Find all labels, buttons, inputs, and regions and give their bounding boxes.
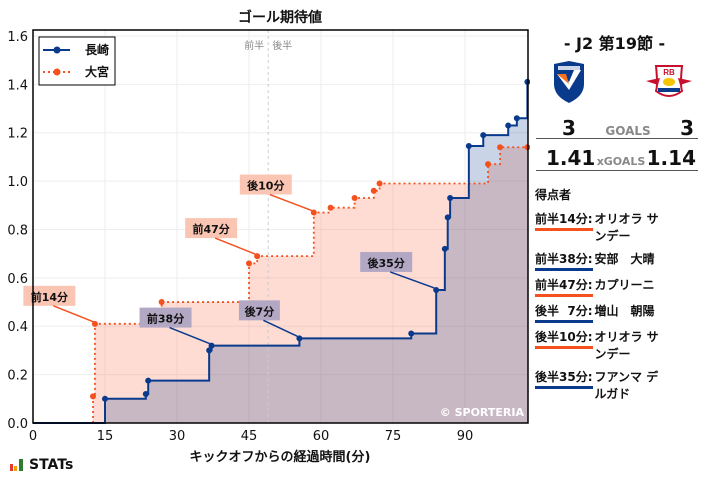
scorer-item: 前半38分: 安部 大晴 <box>535 251 665 271</box>
scorers-list: 得点者 前半14分: オリオラ サンデー 前半38分: 安部 大晴 前半47分: カプリー… <box>535 186 665 409</box>
svg-text:75: 75 <box>385 429 402 444</box>
goal-time: 前半47分: <box>535 277 593 297</box>
svg-text:1.4: 1.4 <box>7 78 28 93</box>
svg-text:0: 0 <box>29 429 37 444</box>
goal-time: 後半 7分: <box>535 303 593 323</box>
svg-text:前半: 前半 <box>244 39 264 52</box>
goal-time: 後半35分: <box>535 369 593 389</box>
goal-annotation: 前14分 <box>31 290 68 304</box>
round-title: - J2 第19節 - <box>563 34 666 53</box>
away-xg: 1.14 <box>646 146 696 170</box>
away-goals: 3 <box>680 116 694 140</box>
svg-text:0.6: 0.6 <box>7 272 28 287</box>
scorer-name: カプリーニ <box>594 278 655 292</box>
scorer-item: 前半14分: オリオラ サンデー <box>535 211 665 245</box>
goal-time: 前半38分: <box>535 251 593 271</box>
goal-annotation: 前47分 <box>193 222 230 236</box>
svg-text:30: 30 <box>169 429 186 444</box>
svg-text:60: 60 <box>313 429 330 444</box>
svg-text:後半: 後半 <box>272 39 292 52</box>
svg-text:0.4: 0.4 <box>7 320 28 335</box>
scorer-name: 安部 大晴 <box>594 252 655 266</box>
goal-annotation: 後7分 <box>245 304 275 318</box>
xgoals-label: xGOALS <box>596 155 646 168</box>
svg-text:0.8: 0.8 <box>7 223 28 238</box>
goals-row: 3 GOALS 3 <box>536 116 698 140</box>
scorer-name: 増山 朝陽 <box>594 304 655 318</box>
goal-annotation: 後35分 <box>368 256 405 270</box>
svg-text:0.2: 0.2 <box>7 369 28 384</box>
svg-text:15: 15 <box>97 429 114 444</box>
svg-text:1.0: 1.0 <box>7 175 28 190</box>
goal-time: 後半10分: <box>535 329 593 349</box>
x-axis-label: キックオフからの経過時間(分) <box>190 449 371 465</box>
svg-text:大宮: 大宮 <box>85 64 109 79</box>
home-goals: 3 <box>562 116 576 140</box>
svg-text:長崎: 長崎 <box>85 42 109 57</box>
svg-text:1.6: 1.6 <box>7 30 28 45</box>
svg-text:RB: RB <box>663 68 675 77</box>
chart-title: ゴール期待値 <box>238 9 322 26</box>
goal-time: 前半14分: <box>535 211 593 231</box>
goal-annotation: 前38分 <box>147 312 184 326</box>
goal-annotation: 後10分 <box>247 179 284 193</box>
scorers-header: 得点者 <box>535 188 572 202</box>
svg-text:0.0: 0.0 <box>7 417 28 432</box>
bar-chart-icon <box>10 459 23 471</box>
scorer-item: 後半35分: フアンマ デルガド <box>535 369 665 403</box>
scorer-name: フアンマ デルガド <box>594 370 659 401</box>
scorer-item: 前半47分: カプリーニ <box>535 277 665 297</box>
goals-label: GOALS <box>605 124 651 138</box>
scorer-item: 後半10分: オリオラ サンデー <box>535 329 665 363</box>
watermark: © SPORTERIA <box>440 406 525 419</box>
svg-text:90: 90 <box>457 429 474 444</box>
home-crest-icon <box>554 61 584 103</box>
stats-logo-text: STATs <box>29 457 74 473</box>
scorer-name: オリオラ サンデー <box>594 212 659 243</box>
home-xg: 1.41 <box>546 146 596 170</box>
svg-text:45: 45 <box>241 429 258 444</box>
scorer-name: オリオラ サンデー <box>594 330 659 361</box>
xgoals-row: 1.41 xGOALS 1.14 <box>536 146 698 171</box>
svg-text:1.2: 1.2 <box>7 127 28 142</box>
away-crest-icon: RB <box>646 65 692 97</box>
scorer-item: 後半 7分: 増山 朝陽 <box>535 303 665 323</box>
stats-logo: STATs <box>10 457 73 473</box>
